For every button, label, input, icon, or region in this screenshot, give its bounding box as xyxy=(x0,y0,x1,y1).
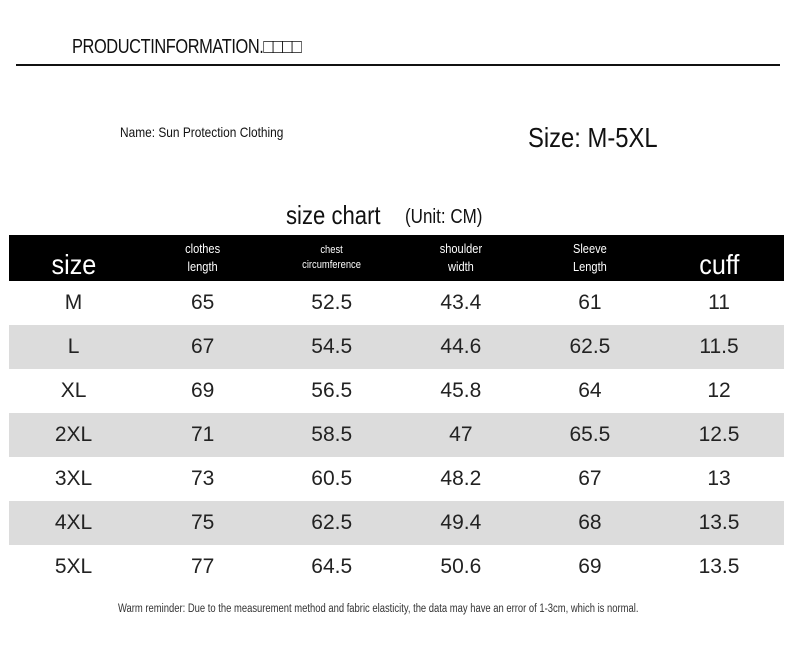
table-cell: 49.4 xyxy=(440,511,482,534)
table-cell: 2XL xyxy=(54,423,93,446)
table-cell: 48.2 xyxy=(440,467,482,490)
table-cell: 43.4 xyxy=(440,291,482,314)
size-table: size clothes length chest circumference … xyxy=(9,235,784,589)
table-cell: 11.5 xyxy=(699,335,739,358)
table-cell: 60.5 xyxy=(311,467,353,490)
table-cell: 12 xyxy=(707,379,731,402)
table-cell: 61 xyxy=(578,291,602,314)
table-cell: L xyxy=(67,335,80,358)
table-cell: 58.5 xyxy=(311,423,353,446)
table-cell: 69 xyxy=(578,555,602,578)
header-size: size xyxy=(51,249,96,281)
size-chart-title: size chart xyxy=(286,200,381,230)
table-row: XL 69 56.5 45.8 64 12 xyxy=(9,369,784,413)
table-cell: 67 xyxy=(578,467,602,490)
table-cell: XL xyxy=(60,379,87,402)
table-row: 2XL 71 58.5 47 65.5 12.5 xyxy=(9,413,784,457)
table-cell: M xyxy=(64,291,83,314)
table-cell: 52.5 xyxy=(311,291,353,314)
page-title: PRODUCTINFORMATION.□□□□ xyxy=(72,36,302,58)
table-cell: 13.5 xyxy=(698,511,740,534)
table-cell: 65.5 xyxy=(569,423,611,446)
table-cell: 64 xyxy=(578,379,602,402)
header-sleeve-length: Sleeve Length xyxy=(573,241,607,274)
table-row: 4XL 75 62.5 49.4 68 13.5 xyxy=(9,501,784,545)
size-range: Size: M-5XL xyxy=(528,122,658,153)
table-cell: 67 xyxy=(190,335,215,358)
table-cell: 5XL xyxy=(54,555,93,578)
table-cell: 56.5 xyxy=(311,379,353,402)
table-cell: 73 xyxy=(190,467,215,490)
header-divider xyxy=(16,64,780,66)
table-body: M 65 52.5 43.4 61 11 L 67 54.5 44.6 62.5 11.5 XL 69 56… xyxy=(9,281,784,589)
table-cell: 4XL xyxy=(54,511,93,534)
table-cell: 13.5 xyxy=(698,555,740,578)
table-cell: 12.5 xyxy=(698,423,740,446)
product-name: Name: Sun Protection Clothing xyxy=(120,124,284,140)
table-cell: 64.5 xyxy=(311,555,353,578)
table-cell: 62.5 xyxy=(569,335,611,358)
table-cell: 69 xyxy=(190,379,215,402)
table-cell: 44.6 xyxy=(440,335,482,358)
header-cuff: cuff xyxy=(698,249,740,281)
table-cell: 54.5 xyxy=(311,335,353,358)
header-clothes-length: clothes length xyxy=(185,241,221,274)
table-cell: 71 xyxy=(190,423,215,446)
warm-reminder: Warm reminder: Due to the measurement me… xyxy=(118,603,639,615)
header-shoulder-width: shoulder width xyxy=(439,241,483,274)
size-chart-unit: (Unit: CM) xyxy=(405,206,483,228)
table-row: M 65 52.5 43.4 61 11 xyxy=(9,281,784,325)
table-cell: 13 xyxy=(707,467,731,490)
table-cell: 77 xyxy=(190,555,215,578)
table-cell: 65 xyxy=(190,291,215,314)
table-cell: 3XL xyxy=(54,467,93,490)
table-cell: 75 xyxy=(190,511,215,534)
table-header: size clothes length chest circumference … xyxy=(9,235,784,281)
table-cell: 47 xyxy=(449,423,473,446)
table-row: L 67 54.5 44.6 62.5 11.5 xyxy=(9,325,784,369)
table-cell: 68 xyxy=(578,511,602,534)
table-cell: 11 xyxy=(708,291,730,314)
table-cell: 45.8 xyxy=(440,379,482,402)
table-row: 3XL 73 60.5 48.2 67 13 xyxy=(9,457,784,501)
table-cell: 62.5 xyxy=(311,511,353,534)
table-cell: 50.6 xyxy=(440,555,482,578)
header-chest-circumference: chest circumference xyxy=(302,244,362,271)
table-row: 5XL 77 64.5 50.6 69 13.5 xyxy=(9,545,784,589)
